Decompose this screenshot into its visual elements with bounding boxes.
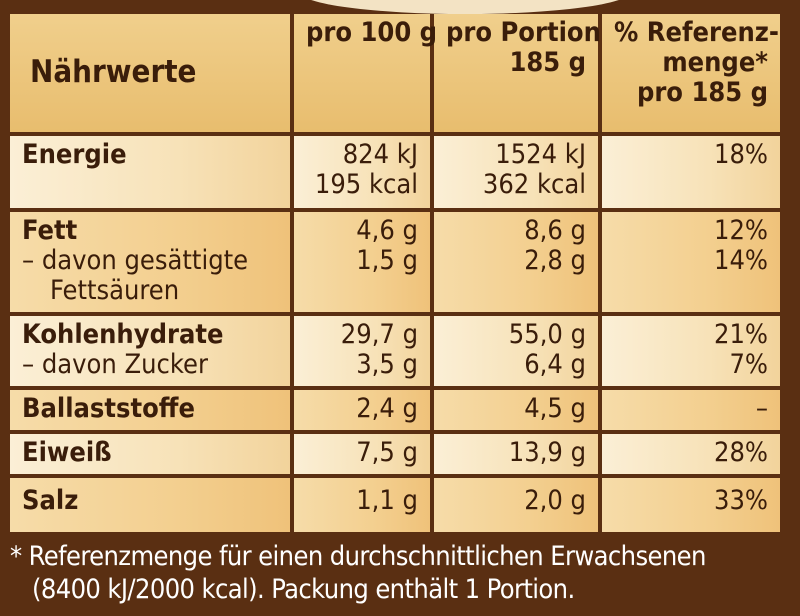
row-label: Salz: [10, 476, 294, 532]
value-main: 2,4 g: [356, 393, 418, 424]
value-sub: 3,5 g: [356, 349, 418, 380]
row-label-main: Eiweiß: [22, 437, 112, 468]
value-main: 13,9 g: [508, 437, 586, 468]
value-sub: 14%: [714, 245, 768, 276]
row-label-main: Ballaststoffe: [22, 393, 195, 424]
cell-reference: 12% 14%: [600, 210, 780, 316]
header-label: Nährwerte: [10, 14, 294, 136]
cell-per-portion: 8,6 g 2,8 g: [432, 210, 602, 316]
cell-per-100g: 2,4 g: [292, 388, 434, 434]
value-main: –: [755, 393, 768, 424]
row-label-sub: – davon Zucker: [22, 349, 208, 380]
row-label: Ballaststoffe: [10, 388, 294, 434]
cell-reference: 33%: [600, 476, 780, 532]
header-per-portion-line-1: pro Portion: [446, 17, 601, 48]
value-main: 4,5 g: [524, 393, 586, 424]
header-reference-line-3: pro 185 g: [636, 77, 768, 108]
header-per-100g: pro 100 g: [292, 14, 438, 136]
value-main: 12%: [714, 215, 768, 246]
cell-per-100g: 1,1 g: [292, 476, 434, 532]
row-label-sub-cont: Fettsäuren: [50, 275, 180, 306]
value-main: 7,5 g: [356, 437, 418, 468]
row-eiweiss: Eiweiß 7,5 g 13,9 g 28%: [10, 432, 780, 478]
value-main: 28%: [714, 437, 768, 468]
nutrition-table-frame: Nährwerte pro 100 g pro Portion 185 g % …: [10, 14, 780, 534]
cell-per-portion: 2,0 g: [432, 476, 602, 532]
value-sub: 2,8 g: [524, 245, 586, 276]
row-label: Eiweiß: [10, 432, 294, 478]
value-main: 29,7 g: [340, 319, 418, 350]
row-label: Kohlenhydrate – davon Zucker: [10, 314, 294, 390]
row-kohlenhydrate: Kohlenhydrate – davon Zucker 29,7 g 3,5 …: [10, 314, 780, 390]
value-main: 2,0 g: [524, 485, 586, 516]
package-edge: [300, 0, 630, 14]
value-main: 21%: [714, 319, 768, 350]
header-per-portion-line-2: 185 g: [509, 47, 586, 78]
cell-per-portion: 4,5 g: [432, 388, 602, 434]
cell-per-portion: 13,9 g: [432, 432, 602, 478]
header-reference: % Referenz- menge* pro 185 g: [600, 14, 780, 136]
value-kj: 824 kJ: [342, 139, 418, 170]
row-energie: Energie 824 kJ 195 kcal 1524 kJ 362 kcal…: [10, 134, 780, 212]
header-per-100g-text: pro 100 g: [306, 17, 438, 48]
cell-per-100g: 29,7 g 3,5 g: [292, 314, 434, 390]
cell-reference: 21% 7%: [600, 314, 780, 390]
row-label-main: Kohlenhydrate: [22, 319, 224, 350]
header-row: Nährwerte pro 100 g pro Portion 185 g % …: [10, 14, 780, 136]
value-kj: 1524 kJ: [495, 139, 586, 170]
footnote: * Referenzmenge für einen durchschnittli…: [10, 540, 796, 606]
value-main: 8,6 g: [524, 215, 586, 246]
value-kcal: 362 kcal: [482, 169, 586, 200]
row-label-sub: – davon gesättigte: [22, 245, 249, 276]
value-main: 1,1 g: [356, 485, 418, 516]
row-label: Fett – davon gesättigte Fettsäuren: [10, 210, 294, 316]
cell-per-100g: 7,5 g: [292, 432, 434, 478]
row-label-main: Salz: [22, 485, 79, 516]
value-sub: 6,4 g: [524, 349, 586, 380]
cell-reference: 28%: [600, 432, 780, 478]
value-kcal: 195 kcal: [314, 169, 418, 200]
value-sub: 7%: [729, 349, 768, 380]
row-label-main: Fett: [22, 215, 78, 246]
cell-per-100g: 4,6 g 1,5 g: [292, 210, 434, 316]
cell-reference: –: [600, 388, 780, 434]
row-ballaststoffe: Ballaststoffe 2,4 g 4,5 g –: [10, 388, 780, 434]
row-salz: Salz 1,1 g 2,0 g 33%: [10, 476, 780, 532]
cell-per-100g: 824 kJ 195 kcal: [292, 134, 434, 212]
nutrition-table: Nährwerte pro 100 g pro Portion 185 g % …: [10, 14, 780, 532]
header-reference-line-2: menge*: [662, 47, 768, 78]
cell-per-portion: 55,0 g 6,4 g: [432, 314, 602, 390]
footnote-line-1: * Referenzmenge für einen durchschnittli…: [10, 541, 706, 572]
value-main: 4,6 g: [356, 215, 418, 246]
row-label: Energie: [10, 134, 294, 212]
cell-reference: 18%: [600, 134, 780, 212]
header-per-portion: pro Portion 185 g: [432, 14, 602, 136]
value-sub: 1,5 g: [356, 245, 418, 276]
row-label-main: Energie: [22, 139, 127, 170]
value-percent: 18%: [714, 139, 768, 170]
row-fett: Fett – davon gesättigte Fettsäuren 4,6 g…: [10, 210, 780, 316]
value-main: 33%: [714, 485, 768, 516]
header-reference-line-1: % Referenz-: [614, 17, 779, 48]
value-main: 55,0 g: [508, 319, 586, 350]
footnote-line-2: (8400 kJ/2000 kcal). Packung enthält 1 P…: [32, 574, 575, 605]
cell-per-portion: 1524 kJ 362 kcal: [432, 134, 602, 212]
